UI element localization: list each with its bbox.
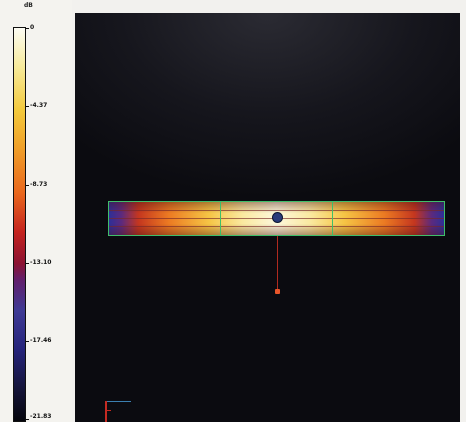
axis-origin-marker: [105, 395, 131, 422]
colorbar-legend: dB 0 -4.37 -8.73 -13.10 -17.46 -21.83: [0, 0, 72, 422]
colorbar-tick: [25, 263, 29, 264]
colorbar-gradient: [13, 27, 26, 422]
grid-divider-line: [332, 201, 333, 236]
colorbar-tick: [25, 341, 29, 342]
probe-line: [277, 236, 278, 294]
y-axis-indicator: [105, 401, 107, 422]
source-point-marker[interactable]: [272, 212, 283, 223]
beam-outline-box: [108, 201, 445, 236]
colorbar-tick-label: -21.83: [30, 413, 52, 420]
colorbar-tick-label: -13.10: [30, 259, 52, 266]
grid-divider-line: [220, 201, 221, 236]
colorbar-tick-label: -8.73: [30, 181, 48, 188]
x-axis-indicator: [105, 401, 131, 402]
colorbar-tick: [25, 28, 29, 29]
colorbar-tick-label: -17.46: [30, 337, 52, 344]
colorbar-tick-label: 0: [30, 24, 35, 31]
contour-line: [108, 210, 445, 211]
probe-tip-marker[interactable]: [275, 289, 280, 294]
axis-tick: [107, 410, 111, 411]
contour-line: [108, 226, 445, 227]
colorbar-tick: [25, 419, 29, 420]
colorbar-tick: [25, 185, 29, 186]
field-visualization-view[interactable]: [75, 13, 460, 422]
colorbar-tick: [25, 106, 29, 107]
colorbar-unit-label: dB: [24, 2, 33, 9]
colorbar-tick-label: -4.37: [30, 102, 48, 109]
